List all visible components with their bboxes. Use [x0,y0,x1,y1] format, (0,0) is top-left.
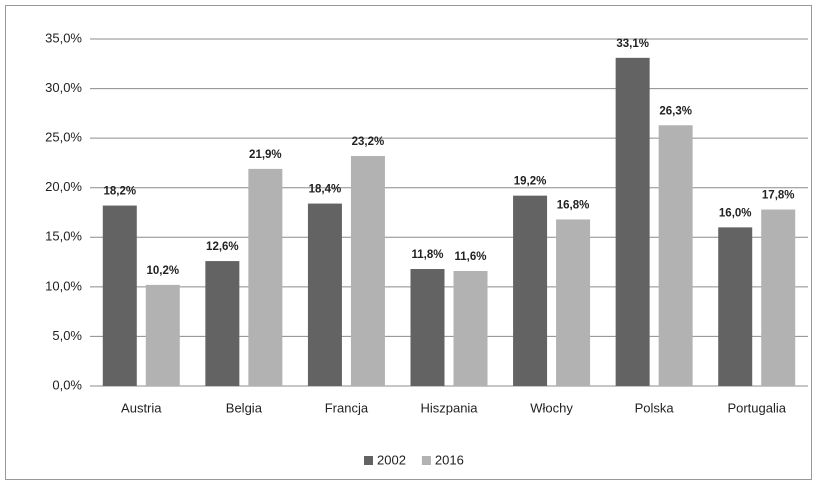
bar [350,155,385,386]
x-tick-label: Austria [121,400,162,415]
legend-swatch [364,456,373,465]
bar [658,125,693,387]
value-label: 21,9% [249,149,282,161]
x-tick-label: Portugalia [727,400,786,415]
bar [453,270,488,386]
legend-swatch [421,456,431,465]
value-label: 23,2% [352,136,385,148]
x-tick-label: Belgia [226,400,263,415]
value-label: 11,8% [412,249,444,261]
legend-label: 2002 [377,452,406,467]
bar [205,261,240,386]
y-tick-label: 20,0% [45,179,82,194]
x-tick-label: Hiszpania [420,400,478,415]
y-tick-label: 5,0% [52,328,82,343]
bar [513,195,548,386]
bar [102,205,137,386]
bar [145,284,180,386]
y-tick-label: 25,0% [45,130,82,145]
x-tick-label: Włochy [530,400,573,415]
value-label: 10,2% [146,265,179,277]
value-label: 18,2% [103,186,136,198]
bar [248,168,283,386]
x-tick-label: Francja [325,400,369,415]
value-label: 33,1% [616,38,649,50]
bar [556,219,591,386]
value-label: 26,3% [659,105,692,117]
y-tick-label: 30,0% [45,80,82,95]
bar [615,57,650,386]
bar [307,203,342,386]
value-label: 12,6% [206,241,239,253]
bar [718,227,753,386]
y-tick-label: 35,0% [45,30,82,45]
value-label: 11,6% [455,251,487,263]
value-label: 16,8% [557,199,590,211]
bar [410,269,445,386]
value-label: 17,8% [762,190,795,202]
y-tick-label: 10,0% [45,278,82,293]
value-label: 19,2% [514,176,547,188]
y-tick-label: 0,0% [52,377,82,392]
value-label: 16,0% [719,207,752,219]
bar [761,209,796,386]
value-label: 18,4% [309,184,342,196]
legend-label: 2016 [435,452,464,467]
y-tick-label: 15,0% [45,229,82,244]
x-tick-label: Polska [635,400,675,415]
